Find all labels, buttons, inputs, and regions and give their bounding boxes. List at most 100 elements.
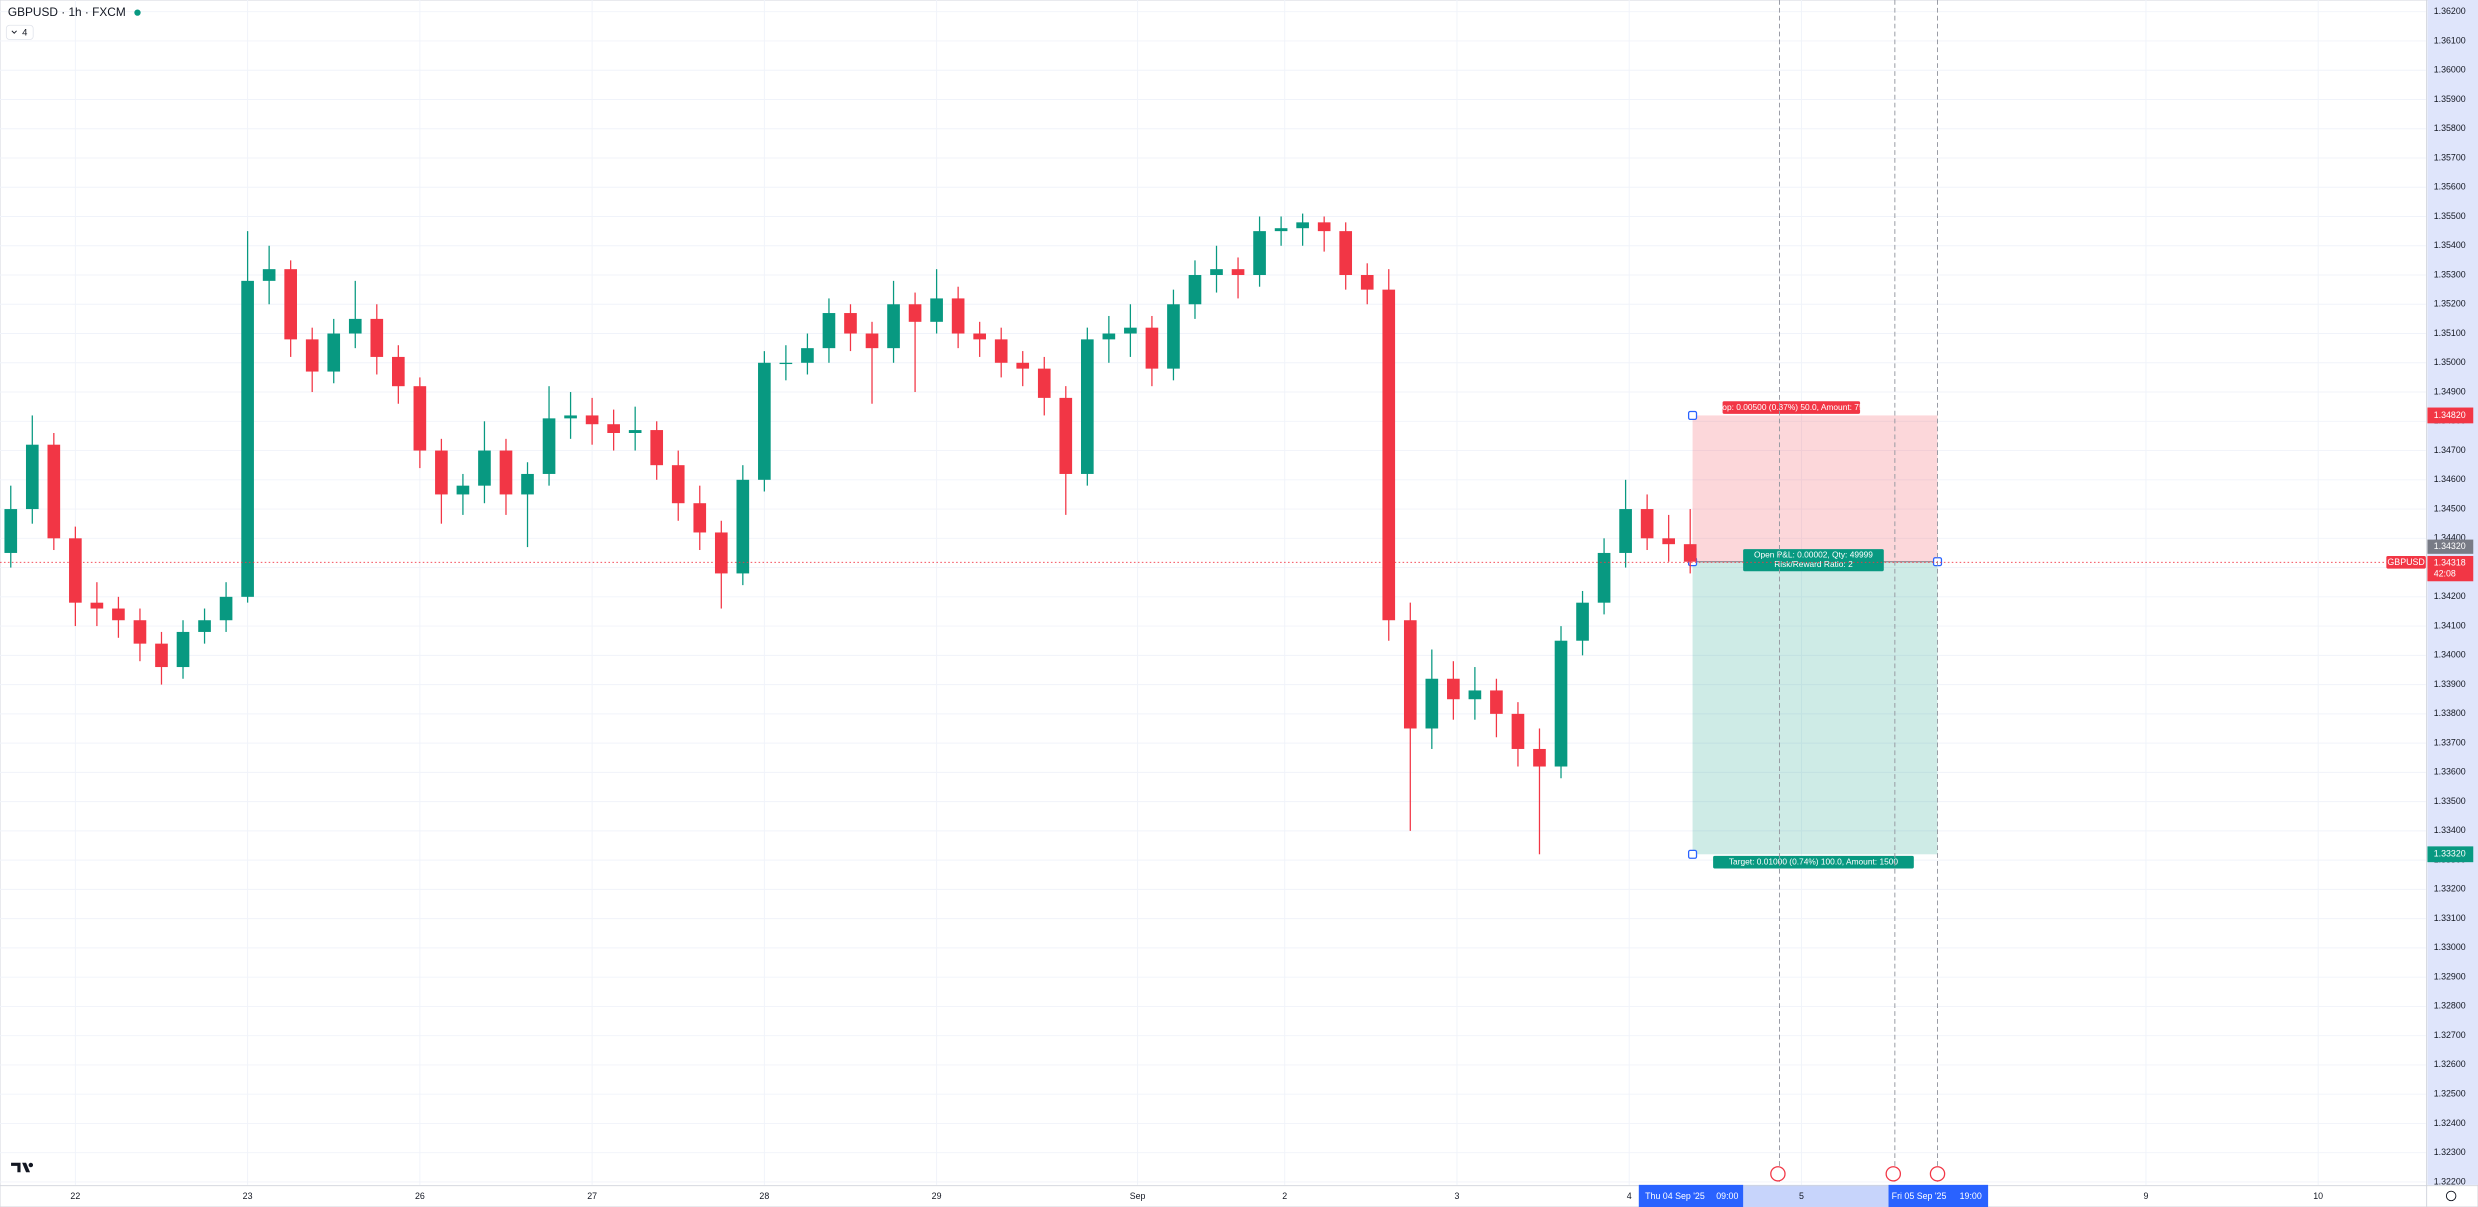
y-tick-label: 1.35300 bbox=[2434, 269, 2466, 279]
candle-body bbox=[1662, 538, 1675, 545]
candle-body bbox=[1640, 509, 1654, 539]
y-tick-label: 1.35500 bbox=[2434, 211, 2466, 221]
x-tick-label: Sep bbox=[1130, 1191, 1146, 1201]
candle-body bbox=[69, 538, 82, 603]
candle-body bbox=[262, 269, 276, 281]
drag-handle[interactable] bbox=[1687, 410, 1698, 421]
candle-body bbox=[1403, 620, 1417, 729]
x-tick-label: 4 bbox=[1627, 1191, 1632, 1201]
time-marker-box bbox=[1638, 1184, 1744, 1207]
candle-body bbox=[1081, 339, 1094, 474]
y-tick-label: 1.32500 bbox=[2434, 1089, 2466, 1099]
x-tick-label: 2 bbox=[1282, 1191, 1287, 1201]
candle-body bbox=[1317, 222, 1331, 232]
stop-zone bbox=[1692, 415, 1938, 562]
y-tick-label: 1.32200 bbox=[2434, 1176, 2466, 1186]
candle-body bbox=[801, 348, 814, 363]
y-tick-label: 1.34400 bbox=[2434, 533, 2466, 543]
candle-body bbox=[951, 298, 965, 334]
drag-handle[interactable] bbox=[1687, 849, 1698, 859]
candle-body bbox=[1016, 362, 1030, 369]
target-label-box bbox=[1713, 855, 1914, 869]
candle-body bbox=[133, 620, 147, 644]
candle-body bbox=[1059, 397, 1073, 474]
y-tick-label: 1.32300 bbox=[2434, 1147, 2466, 1157]
x-tick-label: 9 bbox=[2143, 1191, 2148, 1201]
candle-body bbox=[47, 444, 61, 539]
candle-body bbox=[478, 450, 491, 486]
symbol-tag-box bbox=[2386, 555, 2426, 569]
last-price-label: 1.34318 bbox=[2434, 557, 2466, 567]
y-tick-label: 1.36000 bbox=[2434, 65, 2466, 75]
candle-body bbox=[435, 450, 448, 495]
candle-body bbox=[1037, 368, 1051, 398]
candle-body bbox=[650, 430, 664, 466]
settings-icon[interactable] bbox=[2445, 1190, 2457, 1202]
open-label: Open P&L: 0.00002, Qty: 49999 bbox=[1754, 550, 1873, 560]
y-tick-label: 1.35100 bbox=[2434, 328, 2466, 338]
y-tick-label: 1.33100 bbox=[2434, 913, 2466, 923]
y-tick-label: 1.33700 bbox=[2434, 737, 2466, 747]
y-tick-label: 1.32600 bbox=[2434, 1059, 2466, 1069]
target-zone bbox=[1692, 561, 1938, 855]
event-flag[interactable] bbox=[1929, 1166, 1946, 1182]
candle-body bbox=[1619, 509, 1632, 553]
candle-body bbox=[1296, 222, 1309, 229]
y-tick-label: 1.34600 bbox=[2434, 474, 2466, 484]
position-tool[interactable]: Stop: 0.00500 (0.37%) 50.0, Amount: 750 O… bbox=[1687, 401, 1943, 869]
y-tick-label: 1.35900 bbox=[2434, 94, 2466, 104]
candle-body bbox=[1597, 552, 1611, 603]
candle-body bbox=[176, 631, 190, 668]
x-tick-label: 5 bbox=[1799, 1191, 1804, 1201]
y-tick-label: 1.34900 bbox=[2434, 386, 2466, 396]
candle-body bbox=[305, 339, 319, 372]
y-tick-label: 1.35000 bbox=[2434, 357, 2466, 367]
candle-body bbox=[1576, 602, 1589, 641]
grid bbox=[0, 0, 2426, 1185]
candle-body bbox=[1447, 678, 1460, 700]
y-tick-label: 1.34200 bbox=[2434, 591, 2466, 601]
candle-body bbox=[499, 450, 513, 495]
candle-body bbox=[1274, 228, 1288, 232]
event-flag[interactable] bbox=[1770, 1166, 1786, 1182]
stop-price-box bbox=[2427, 407, 2474, 424]
y-tick-label: 1.33500 bbox=[2434, 796, 2466, 806]
event-flags[interactable] bbox=[1770, 1166, 1946, 1182]
market-status[interactable] bbox=[134, 9, 141, 16]
last-price-box bbox=[2427, 555, 2474, 582]
entry-price-label: 1.34320 bbox=[2434, 541, 2466, 551]
candle-body bbox=[1253, 231, 1266, 276]
candle-body bbox=[155, 643, 168, 668]
time-marker-date: Thu 04 Sep '25 bbox=[1645, 1191, 1705, 1201]
stop-label: Stop: 0.00500 (0.37%) 50.0, Amount: 750 bbox=[1714, 402, 1868, 412]
overlay: 1.36200 1.36100 1.36000 1.35900 1.35800 1.357… bbox=[0, 6, 2474, 1201]
y-tick-label: 1.34700 bbox=[2434, 445, 2466, 455]
candle-body bbox=[693, 503, 707, 533]
candle-body bbox=[241, 280, 254, 597]
time-marker-box bbox=[1888, 1184, 1989, 1207]
candle-body bbox=[1511, 713, 1525, 749]
candle-body bbox=[1554, 640, 1568, 767]
candles bbox=[4, 213, 1697, 855]
symbol-title[interactable]: GBPUSD · 1h · FXCM bbox=[8, 5, 126, 19]
x-tick-label: 10 bbox=[2313, 1191, 2323, 1201]
symbol-tag: GBPUSD bbox=[2387, 557, 2424, 567]
open-label-box bbox=[1743, 549, 1884, 572]
candle-body bbox=[844, 313, 857, 334]
time-marker-date: Fri 05 Sep '25 bbox=[1892, 1191, 1947, 1201]
event-flag[interactable] bbox=[1885, 1166, 1902, 1182]
candle-body bbox=[671, 465, 685, 504]
collapse-button[interactable] bbox=[5, 24, 34, 40]
candle-body bbox=[822, 313, 836, 349]
logo[interactable] bbox=[11, 1162, 34, 1173]
x-tick-label: 28 bbox=[759, 1191, 769, 1201]
candle-body bbox=[327, 333, 341, 372]
candle-body bbox=[779, 362, 793, 365]
candle-body bbox=[887, 304, 900, 349]
target-label: Target: 0.01000 (0.74%) 100.0, Amount: 1… bbox=[1729, 857, 1899, 867]
x-tick-label: 29 bbox=[932, 1191, 942, 1201]
candle-body bbox=[348, 318, 362, 334]
x-tick-label: 26 bbox=[415, 1191, 425, 1201]
